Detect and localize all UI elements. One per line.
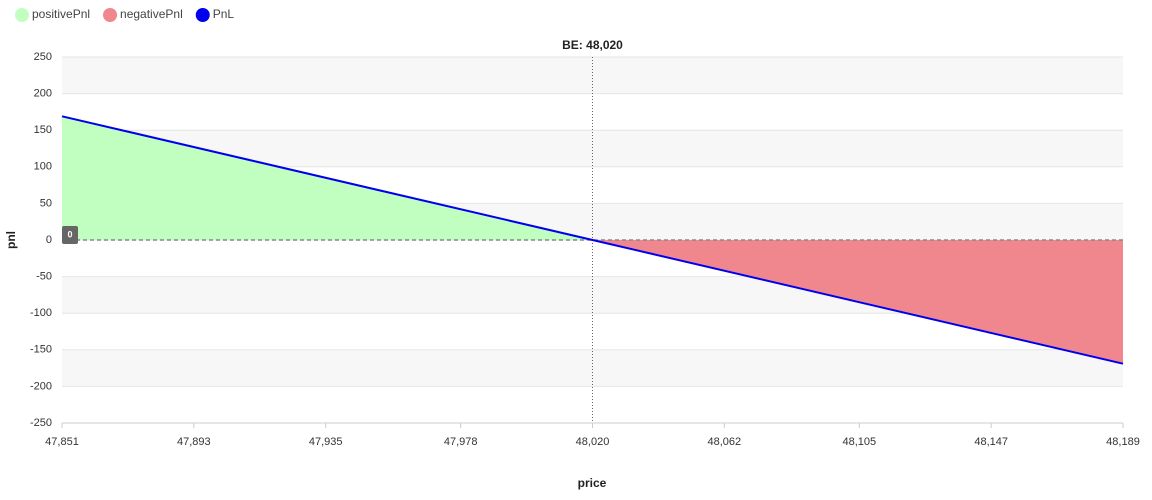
- y-tick-label: -200: [30, 380, 52, 392]
- zero-badge-label: 0: [67, 229, 72, 239]
- x-tick-label: 48,189: [1106, 436, 1140, 448]
- x-axis-label: price: [578, 476, 607, 490]
- y-tick-label: 250: [34, 51, 52, 63]
- x-tick-label: 47,851: [45, 436, 79, 448]
- y-tick-label: 150: [34, 124, 52, 136]
- y-tick-label: 100: [34, 161, 52, 173]
- x-tick-label: 47,935: [309, 436, 343, 448]
- grid-band: [62, 349, 1123, 387]
- legend-label: negativePnl: [120, 7, 183, 21]
- line: [61, 115, 1124, 365]
- x-tick-label: 48,105: [842, 436, 876, 448]
- break-even-label: BE: 48,020: [562, 38, 623, 52]
- x-tick-label: 47,978: [444, 436, 478, 448]
- legend-swatch: [15, 8, 29, 22]
- y-tick-label: -50: [36, 271, 52, 283]
- legend-swatch: [195, 8, 210, 22]
- x-tick-label: 48,147: [974, 436, 1008, 448]
- legend-label: positivePnl: [32, 7, 90, 21]
- x-tick-label: 47,893: [177, 436, 211, 448]
- y-tick-label: 50: [40, 197, 52, 209]
- y-tick-label: 0: [46, 234, 52, 246]
- x-tick-label: 48,020: [576, 436, 610, 448]
- legend-swatch: [103, 8, 118, 22]
- legend-label: PnL: [213, 7, 235, 21]
- y-tick-label: -100: [30, 307, 52, 319]
- x-tick-label: 48,062: [708, 436, 742, 448]
- y-axis-label: pnl: [4, 231, 18, 249]
- y-tick-label: 200: [34, 88, 52, 100]
- zero-badge: [62, 226, 78, 244]
- y-tick-label: -250: [30, 417, 52, 429]
- y-tick-label: -150: [30, 344, 52, 356]
